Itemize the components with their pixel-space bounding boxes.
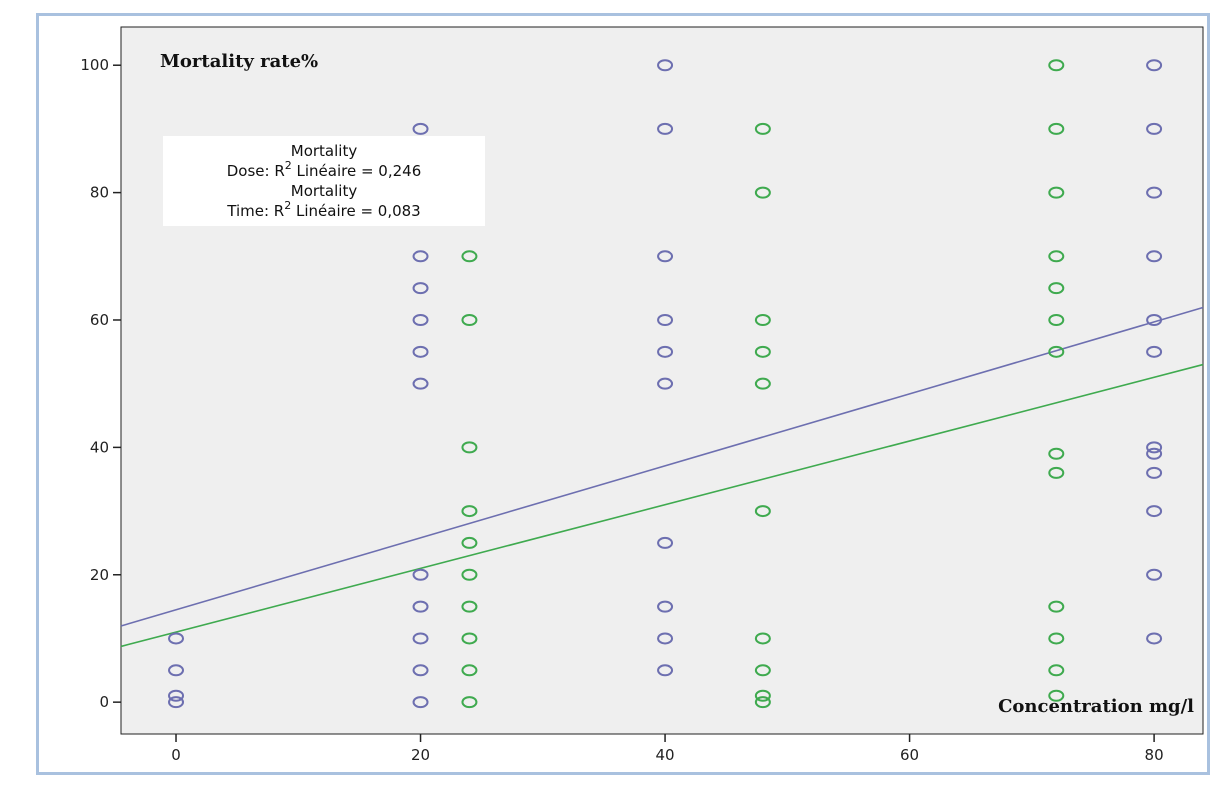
legend-dose-r2-value: Linéaire = 0,246 [292,162,422,180]
dose-point [1146,441,1163,454]
dose-point [412,313,429,326]
dose-point [412,600,429,613]
dose-point [657,122,674,135]
dose-point [412,568,429,581]
legend-dose-r2-sup: 2 [285,159,292,172]
dose-point [657,600,674,613]
time-point [1048,345,1065,358]
y-tick-label: 100 [80,56,109,74]
y-tick-label: 40 [90,438,109,456]
y-tick-label: 20 [90,566,109,584]
time-fit-line [120,363,1204,648]
time-point [754,505,771,518]
dose-point [1146,345,1163,358]
time-point [1048,664,1065,677]
dose-point [657,250,674,263]
dose-point [657,377,674,390]
dose-point [1146,186,1163,199]
dose-point [1146,250,1163,263]
dose-point [1146,466,1163,479]
y-tick-label: 0 [99,693,109,711]
time-point [461,568,478,581]
dose-point [657,664,674,677]
legend-box [163,136,485,226]
time-point [754,313,771,326]
dose-point [168,696,185,709]
dose-point [168,632,185,645]
time-point [461,696,478,709]
time-point [461,600,478,613]
time-point [1048,282,1065,295]
x-tick-label: 40 [656,746,675,764]
time-point [754,696,771,709]
dose-point [412,664,429,677]
x-tick-label: 0 [171,746,181,764]
dose-point [1146,59,1163,72]
dose-point [1146,568,1163,581]
dose-point [1146,313,1163,326]
dose-point [1146,447,1163,460]
legend-time-r2-prefix: Time: R [226,202,284,220]
legend-time-r2-sup: 2 [284,199,291,212]
legend-time-r2: Time: R2 Linéaire = 0,083 [226,199,420,220]
x-tick-label: 60 [900,746,919,764]
time-point [1048,186,1065,199]
time-point [461,536,478,549]
dose-point [168,664,185,677]
time-point [1048,447,1065,460]
dose-fit-line [120,306,1204,627]
legend: Mortality Dose: R2 Linéaire = 0,246 Mort… [163,136,485,226]
time-point [754,689,771,702]
dose-point [657,632,674,645]
y-tick-label: 80 [90,184,109,202]
time-point [461,505,478,518]
dose-point [657,313,674,326]
dose-point [1146,632,1163,645]
dose-point [657,59,674,72]
time-point [1048,122,1065,135]
time-point [1048,689,1065,702]
dose-point [412,632,429,645]
legend-dose-title: Mortality [291,142,358,160]
x-axis-label: Concentration mg/l [998,696,1194,717]
time-point [754,664,771,677]
y-axis-label: Mortality rate% [160,51,318,72]
time-point [754,186,771,199]
dose-point [412,696,429,709]
time-point [1048,313,1065,326]
legend-time-title: Mortality [291,182,358,200]
dose-point [412,250,429,263]
dose-point [412,122,429,135]
legend-time-r2-value: Linéaire = 0,083 [291,202,421,220]
time-point [754,345,771,358]
x-tick-label: 80 [1145,746,1164,764]
time-point [1048,466,1065,479]
y-tick-label: 60 [90,311,109,329]
time-point [461,632,478,645]
time-point [754,377,771,390]
time-point [461,664,478,677]
dose-point [657,345,674,358]
x-tick-label: 20 [411,746,430,764]
dose-point [412,377,429,390]
dose-point [1146,122,1163,135]
legend-dose-r2-prefix: Dose: R [227,162,285,180]
time-point [1048,632,1065,645]
dose-point [657,536,674,549]
time-point [461,313,478,326]
time-point [1048,250,1065,263]
time-point [461,441,478,454]
time-point [754,122,771,135]
dose-point [1146,505,1163,518]
time-point [461,250,478,263]
time-point [1048,600,1065,613]
dose-point [412,282,429,295]
time-point [754,632,771,645]
dose-point [168,689,185,702]
dose-point [412,345,429,358]
legend-dose-r2: Dose: R2 Linéaire = 0,246 [227,159,422,180]
time-point [1048,59,1065,72]
